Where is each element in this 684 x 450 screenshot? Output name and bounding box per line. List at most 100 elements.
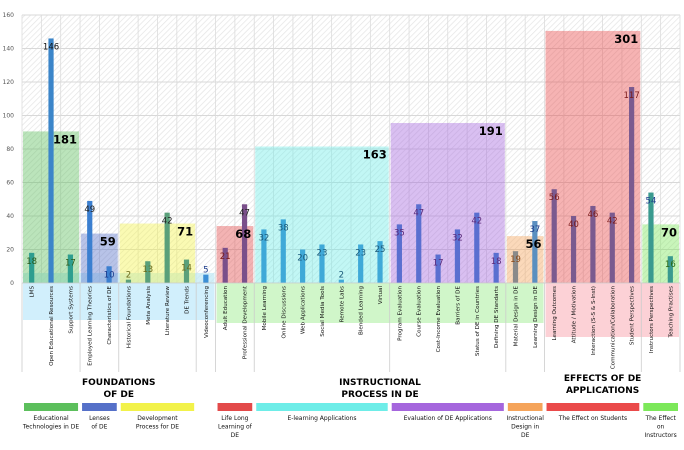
bar-value-label: 46 — [587, 210, 598, 220]
bar — [261, 229, 267, 283]
y-tick-label: 140 — [3, 46, 15, 53]
category-label: Literature Review — [165, 286, 171, 336]
bar — [106, 266, 112, 283]
bar — [396, 224, 402, 283]
bar-value-label: 19 — [510, 255, 521, 265]
category-band — [545, 283, 679, 337]
bar-value-label: 35 — [394, 228, 405, 238]
category-label: Blended Learning — [359, 286, 365, 335]
y-axis-ticks: 0 20 40 60 80 100 120 140 160 — [3, 12, 15, 287]
category-label: Meta Analysis — [146, 286, 152, 325]
bar-value-label: 13 — [142, 265, 153, 275]
legend-swatch — [24, 403, 79, 411]
bar-value-label: 10 — [104, 270, 115, 280]
bar-value-label: 25 — [375, 245, 386, 255]
bar — [67, 254, 73, 283]
bar — [512, 251, 519, 283]
bar — [183, 259, 190, 283]
group-total-label: 59 — [100, 235, 116, 249]
y-tick-label: 120 — [3, 79, 15, 86]
legend-label: Learning of — [218, 424, 253, 431]
legend-swatch — [507, 403, 543, 411]
bar — [629, 87, 635, 284]
group-total-rect — [390, 123, 505, 283]
category-label: Barriers of DE — [455, 286, 461, 325]
group-total-label: 191 — [479, 124, 503, 138]
legend-label: Development — [137, 415, 178, 422]
category-label: Social Media Tools — [320, 286, 326, 337]
bar-value-label: 20 — [297, 254, 308, 264]
bar — [29, 252, 35, 283]
legend-label: Design in — [511, 424, 539, 431]
bar-value-label: 21 — [220, 252, 231, 262]
foundations-base-band — [23, 272, 215, 283]
y-tick-label: 80 — [6, 146, 14, 153]
legend-label: The Effect — [644, 415, 676, 422]
bar-value-label: 32 — [258, 233, 269, 243]
bar-value-label: 17 — [65, 259, 76, 269]
group-total-label: 56 — [526, 237, 542, 251]
y-tick-label: 20 — [6, 247, 14, 254]
legend-label: Evaluation of DE Applications — [404, 415, 492, 422]
bar-value-label: 23 — [355, 248, 366, 258]
category-label: Attitude / Motivation — [572, 286, 578, 344]
category-label: Defining DE Standarts — [494, 286, 500, 348]
category-label: Learning Design in DE — [533, 286, 539, 348]
category-label: Student Perspectives — [630, 286, 636, 345]
y-tick-label: 100 — [3, 113, 15, 120]
bar — [300, 249, 306, 283]
bar — [648, 192, 654, 283]
bars — [29, 38, 673, 284]
bar — [532, 221, 538, 283]
bar — [667, 256, 673, 283]
category-label: Professional Development — [243, 285, 249, 359]
legend-label: Lenses — [89, 415, 110, 422]
legend-label: Educational — [33, 415, 69, 422]
legend-swatch — [643, 403, 678, 411]
bar-value-label: 47 — [413, 208, 424, 218]
bar-value-label: 16 — [665, 260, 676, 270]
group-total-label: 68 — [235, 227, 251, 241]
section-title: PROCESS IN DE — [341, 390, 418, 400]
group-total-label: 70 — [661, 225, 677, 239]
category-labels: LMS Open Educational Resources Support Sys… — [30, 285, 675, 369]
legend-label: Technologies in DE — [22, 424, 79, 431]
section-title: APPLICATIONS — [566, 386, 639, 396]
category-band — [216, 283, 544, 323]
section-title: FOUNDATIONS — [82, 378, 156, 388]
legend: Educational Technologies in DE Lenses of DE… — [22, 403, 678, 439]
category-label: Virtual — [378, 286, 384, 305]
section-title: OF DE — [103, 390, 134, 400]
section-title: INSTRUCTIONAL — [339, 378, 421, 388]
category-label: Communication/Collaboration — [610, 286, 616, 370]
legend-label: Instructors — [645, 432, 677, 439]
bar — [203, 274, 209, 283]
bar-value-label: 2 — [126, 271, 131, 281]
bar — [145, 261, 151, 283]
legend-label: of DE — [91, 424, 107, 431]
y-tick-label: 0 — [10, 280, 14, 287]
bar-value-label: 18 — [26, 257, 37, 267]
bar — [609, 212, 615, 283]
legend-swatch — [256, 403, 388, 411]
bar — [338, 279, 344, 283]
bar-value-label: 18 — [491, 257, 502, 267]
legend-label: on — [657, 424, 665, 431]
group-total-label: 71 — [177, 225, 193, 239]
category-label: Employed Learning Theories — [88, 286, 94, 366]
bar-value-label: 54 — [646, 197, 657, 207]
bar — [377, 241, 383, 283]
bar-value-label: 32 — [452, 233, 463, 243]
bar-value-label: 42 — [607, 217, 618, 227]
bar-value-label: 37 — [529, 225, 540, 235]
bar — [280, 219, 286, 283]
category-label: Status of DE in Countries — [475, 286, 481, 356]
bar-value-label: 14 — [181, 264, 192, 274]
legend-label: The Effect on Students — [558, 415, 627, 422]
group-total-labels: 181 59 71 68 163 191 56 301 70 — [53, 32, 677, 251]
bar — [416, 204, 422, 283]
y-tick-label: 60 — [6, 180, 14, 187]
bar — [590, 205, 596, 283]
legend-label: Life Long — [221, 415, 248, 422]
